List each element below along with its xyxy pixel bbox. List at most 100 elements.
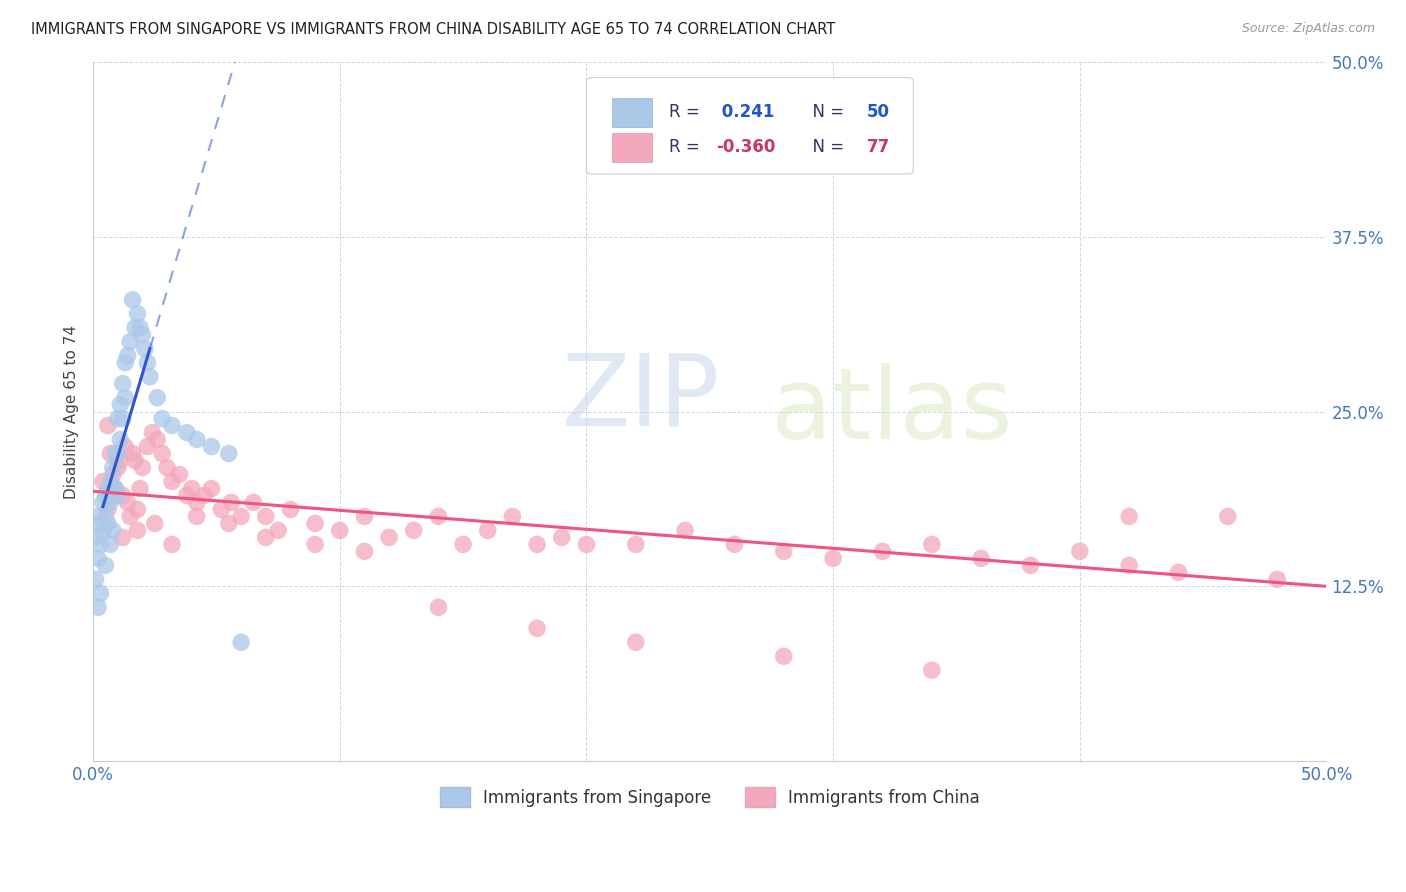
Point bbox=[101, 524, 124, 538]
Point bbox=[111, 530, 134, 544]
Point bbox=[98, 475, 121, 489]
Point bbox=[127, 524, 149, 538]
Point bbox=[91, 495, 114, 509]
Point bbox=[120, 334, 142, 349]
Point bbox=[146, 391, 169, 405]
Point bbox=[97, 502, 120, 516]
Point bbox=[1019, 558, 1042, 573]
Point bbox=[91, 524, 114, 538]
Point bbox=[87, 551, 110, 566]
Point bbox=[139, 369, 162, 384]
Text: Source: ZipAtlas.com: Source: ZipAtlas.com bbox=[1241, 22, 1375, 36]
Point bbox=[254, 509, 277, 524]
Point bbox=[104, 482, 127, 496]
Point bbox=[378, 530, 401, 544]
Point bbox=[107, 446, 129, 460]
Point bbox=[353, 544, 375, 558]
Point bbox=[1167, 566, 1189, 580]
Text: ZIP: ZIP bbox=[562, 349, 720, 446]
Point bbox=[141, 425, 163, 440]
Point bbox=[101, 467, 124, 482]
Point bbox=[1265, 572, 1288, 586]
Point bbox=[101, 460, 124, 475]
Point bbox=[98, 446, 121, 460]
Point bbox=[117, 495, 139, 509]
Text: 0.241: 0.241 bbox=[716, 103, 775, 121]
Point bbox=[111, 411, 134, 425]
Point bbox=[98, 537, 121, 551]
Point bbox=[89, 586, 111, 600]
Point bbox=[124, 453, 146, 467]
Point bbox=[575, 537, 598, 551]
Point bbox=[254, 530, 277, 544]
Text: -0.360: -0.360 bbox=[716, 138, 775, 156]
Point bbox=[97, 482, 120, 496]
Point bbox=[107, 488, 129, 502]
Text: N =: N = bbox=[803, 138, 849, 156]
Point bbox=[121, 293, 143, 307]
Point bbox=[176, 425, 198, 440]
Point bbox=[427, 600, 450, 615]
Point bbox=[114, 356, 136, 370]
Point bbox=[304, 516, 326, 531]
Point bbox=[87, 600, 110, 615]
Point bbox=[551, 530, 574, 544]
Point bbox=[329, 524, 352, 538]
Point bbox=[209, 502, 232, 516]
Point bbox=[134, 342, 156, 356]
Point bbox=[921, 663, 943, 677]
Point bbox=[97, 418, 120, 433]
Point bbox=[156, 460, 179, 475]
Point bbox=[131, 327, 153, 342]
Point bbox=[280, 502, 302, 516]
Point bbox=[970, 551, 993, 566]
Point bbox=[150, 446, 173, 460]
Point bbox=[921, 537, 943, 551]
Y-axis label: Disability Age 65 to 74: Disability Age 65 to 74 bbox=[65, 325, 79, 499]
Point bbox=[823, 551, 845, 566]
Point bbox=[772, 544, 794, 558]
Point bbox=[193, 488, 215, 502]
Point bbox=[97, 516, 120, 531]
Point bbox=[1118, 509, 1140, 524]
Point bbox=[111, 376, 134, 391]
Point bbox=[136, 356, 159, 370]
Point bbox=[107, 460, 129, 475]
Point bbox=[427, 509, 450, 524]
Text: R =: R = bbox=[669, 103, 704, 121]
Point bbox=[101, 488, 124, 502]
Text: IMMIGRANTS FROM SINGAPORE VS IMMIGRANTS FROM CHINA DISABILITY AGE 65 TO 74 CORRE: IMMIGRANTS FROM SINGAPORE VS IMMIGRANTS … bbox=[31, 22, 835, 37]
Point bbox=[526, 621, 548, 635]
Point bbox=[242, 495, 264, 509]
FancyBboxPatch shape bbox=[613, 98, 652, 128]
Text: 77: 77 bbox=[866, 138, 890, 156]
Point bbox=[219, 495, 242, 509]
Point bbox=[176, 488, 198, 502]
Point bbox=[129, 482, 152, 496]
Point bbox=[94, 488, 117, 502]
Point bbox=[127, 502, 149, 516]
Point bbox=[124, 320, 146, 334]
Point bbox=[180, 482, 202, 496]
Point bbox=[872, 544, 894, 558]
Point bbox=[267, 524, 290, 538]
Point bbox=[143, 516, 166, 531]
Point bbox=[89, 516, 111, 531]
Point bbox=[117, 349, 139, 363]
Point bbox=[110, 398, 132, 412]
Point bbox=[218, 516, 240, 531]
Point bbox=[501, 509, 523, 524]
Point bbox=[121, 446, 143, 460]
Point bbox=[114, 440, 136, 454]
Point bbox=[186, 495, 208, 509]
Point bbox=[229, 509, 252, 524]
Point bbox=[94, 509, 117, 524]
Point bbox=[129, 320, 152, 334]
Point bbox=[624, 635, 647, 649]
Point bbox=[127, 307, 149, 321]
Point bbox=[84, 572, 107, 586]
Point bbox=[402, 524, 425, 538]
Point bbox=[104, 446, 127, 460]
Point bbox=[186, 433, 208, 447]
Point bbox=[200, 440, 222, 454]
